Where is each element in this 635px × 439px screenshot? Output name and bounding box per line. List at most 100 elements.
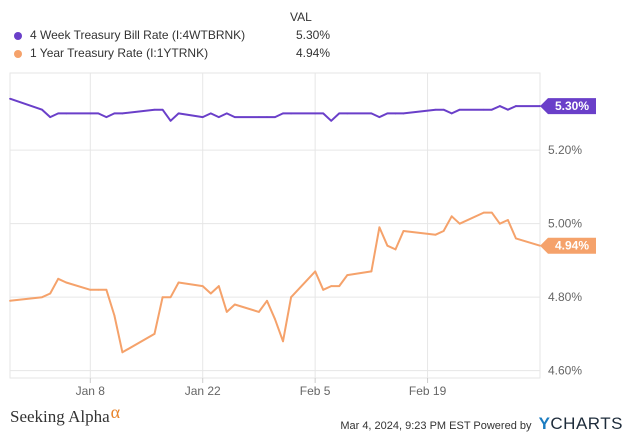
x-tick-label: Feb 19 [409, 384, 447, 398]
y-tick-label: 5.20% [548, 143, 582, 157]
series-1-point [105, 288, 108, 291]
series-1-point [153, 333, 156, 335]
series-0-point [113, 112, 116, 115]
x-tick-label: Jan 22 [185, 384, 221, 398]
series-1-point [169, 296, 172, 299]
series-0-point [201, 116, 204, 118]
series-1-point [49, 292, 52, 295]
series-1-point [258, 310, 260, 313]
legend-item-value: 5.30% [295, 28, 330, 42]
series-0-point [314, 112, 317, 115]
plot-area [9, 72, 541, 379]
series-0-point [49, 116, 52, 118]
chart-timestamp: Mar 4, 2024, 9:23 PM EST [340, 420, 471, 432]
series-1-point [378, 226, 381, 229]
series-0-point [97, 112, 100, 115]
end-value-label-1: 4.94% [555, 239, 589, 253]
series-1-point [346, 274, 349, 277]
series-0-point [482, 108, 485, 111]
series-0-point [282, 112, 284, 115]
series-0-point [330, 119, 333, 122]
series-1-point [498, 222, 501, 225]
chart-footer: Mar 4, 2024, 9:23 PM EST Powered by YCHA… [340, 414, 623, 434]
series-0-point [217, 116, 220, 118]
series-1-point [386, 244, 389, 247]
series-1-point [402, 230, 405, 232]
series-0-point [209, 112, 212, 115]
ycharts-logo[interactable]: YCHARTS [538, 414, 623, 433]
legend-item-label: 1 Year Treasury Rate (I:1YTRNK) [30, 46, 209, 60]
legend-dot-icon [14, 50, 22, 58]
series-1-point [322, 288, 325, 291]
series-0-point [386, 112, 389, 115]
y-tick-label: 5.00% [548, 217, 582, 231]
series-0-point [346, 112, 349, 115]
series-0-point [57, 112, 60, 115]
seeking-alpha-logo: Seeking Alphaα [10, 402, 121, 426]
y-tick-label: 4.80% [548, 290, 582, 304]
series-0-point [442, 108, 445, 111]
series-1-point [201, 285, 204, 288]
series-1-point [161, 296, 164, 299]
series-0-point [274, 116, 276, 118]
series-1-point [89, 288, 92, 291]
legend-item-value: 4.94% [295, 46, 330, 60]
legend-item-4-week-tbill[interactable]: 4 Week Treasury Bill Rate (I:4WTBRNK) 5.… [10, 28, 330, 44]
series-0-point [233, 116, 236, 118]
powered-by-text: Powered by [473, 420, 532, 432]
series-1-point [266, 299, 268, 302]
series-0-point [121, 112, 124, 115]
series-1-point [394, 248, 397, 251]
series-1-point [217, 285, 220, 288]
series-1-point [97, 288, 100, 291]
series-0-point [402, 112, 405, 115]
series-1-point [233, 303, 236, 306]
series-0-point [458, 108, 461, 111]
legend-item-1-year-treasury[interactable]: 1 Year Treasury Rate (I:1YTRNK) 4.94% [10, 46, 330, 62]
series-1-point [515, 237, 517, 240]
series-1-point [57, 277, 60, 280]
series-0-point [450, 112, 453, 115]
y-tick-label: 4.60% [548, 364, 582, 378]
series-1-point [41, 296, 44, 299]
series-1-point [506, 219, 509, 221]
series-1-point [482, 211, 485, 214]
x-tick-label: Jan 8 [76, 384, 106, 398]
series-1-point [282, 340, 284, 343]
series-0-point [370, 112, 373, 115]
end-value-badge-1 [540, 237, 596, 254]
series-0-point [378, 116, 381, 118]
series-1-point [434, 233, 437, 236]
series-1-point [274, 318, 276, 321]
legend-item-label: 4 Week Treasury Bill Rate (I:4WTBRNK) [30, 28, 246, 42]
series-0-point [338, 112, 341, 115]
series-1-point [113, 314, 116, 317]
x-tick-label: Feb 5 [300, 384, 331, 398]
series-1-point [458, 222, 461, 225]
series-1-point [314, 270, 317, 273]
series-0-point [506, 108, 509, 111]
series-0-point [153, 108, 156, 111]
series-line-1 [9, 211, 541, 354]
series-1-point [338, 285, 341, 288]
series-0-point [169, 119, 172, 122]
series-0-point [105, 116, 108, 118]
end-value-badge-0 [540, 98, 596, 115]
series-0-point [266, 116, 268, 118]
series-0-point [515, 105, 517, 107]
series-1-point [9, 299, 11, 302]
series-0-point [322, 112, 325, 115]
series-0-point [490, 108, 493, 111]
series-1-point [209, 292, 212, 295]
series-0-point [161, 108, 164, 111]
series-1-point [370, 270, 373, 273]
series-0-point [41, 108, 44, 111]
legend-dot-icon [14, 32, 22, 40]
series-0-point [394, 112, 397, 115]
series-0-point [498, 105, 501, 107]
series-1-point [290, 296, 292, 299]
series-0-point [65, 112, 68, 115]
line-chart: 5.20% 5.00% 4.80% 4.60% Jan 8 Jan 22 Feb 5 Feb … [9, 72, 596, 398]
series-1-point [450, 215, 453, 218]
series-0-point [177, 112, 180, 115]
